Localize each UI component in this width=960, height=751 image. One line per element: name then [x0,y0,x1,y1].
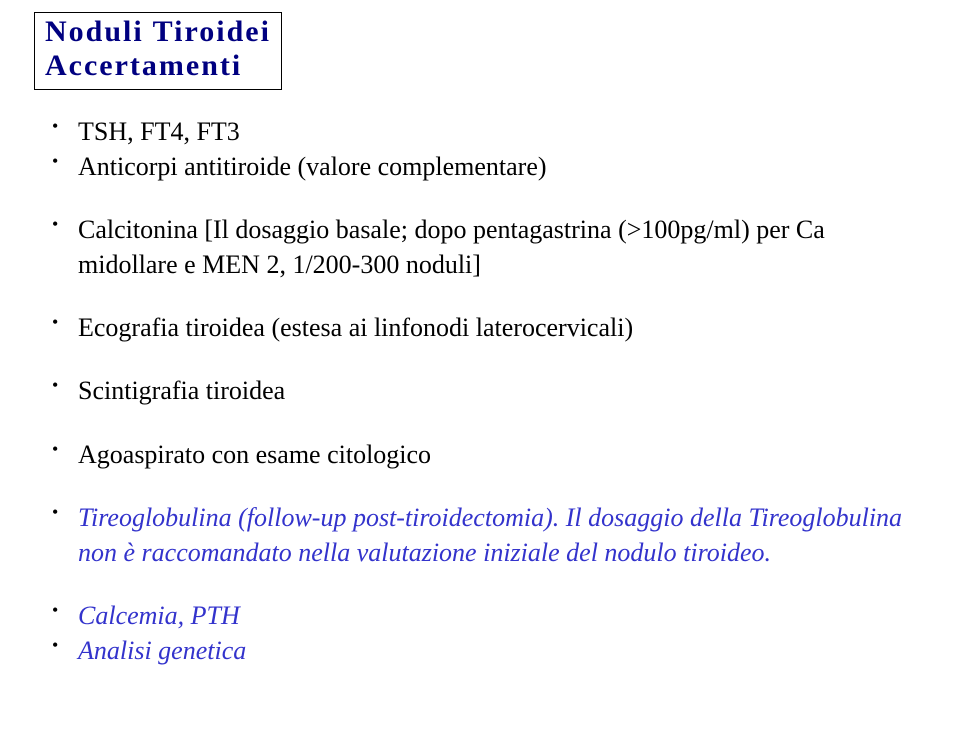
list-item-text: Anticorpi antitiroide (valore complement… [78,152,547,181]
list-item: Scintigrafia tiroidea [62,373,926,408]
title-box: Noduli Tiroidei Accertamenti [34,12,282,90]
list-item-text: Scintigrafia tiroidea [78,376,285,405]
list-item-text: Tireoglobulina (follow-up post-tiroidect… [78,503,902,567]
list-item: Agoaspirato con esame citologico [62,437,926,472]
list-item-text: Analisi genetica [78,636,246,665]
list-item-text: TSH, FT4, FT3 [78,117,240,146]
list-item: Calcitonina [Il dosaggio basale; dopo pe… [62,212,926,282]
list-item-text: Ecografia tiroidea (estesa ai linfonodi … [78,313,633,342]
list-item: Analisi genetica [62,633,926,668]
list-item: Tireoglobulina (follow-up post-tiroidect… [62,500,926,570]
list-item: TSH, FT4, FT3 [62,114,926,149]
list-item: Calcemia, PTH [62,598,926,633]
list-item: Anticorpi antitiroide (valore complement… [62,149,926,184]
list-item-text: Calcitonina [Il dosaggio basale; dopo pe… [78,215,825,279]
list-item: Ecografia tiroidea (estesa ai linfonodi … [62,310,926,345]
list-item-text: Agoaspirato con esame citologico [78,440,431,469]
main-list: TSH, FT4, FT3 Anticorpi antitiroide (val… [34,114,926,668]
title-line-1: Noduli Tiroidei [45,15,271,49]
list-item-text: Calcemia, PTH [78,601,240,630]
title-line-2: Accertamenti [45,49,271,83]
